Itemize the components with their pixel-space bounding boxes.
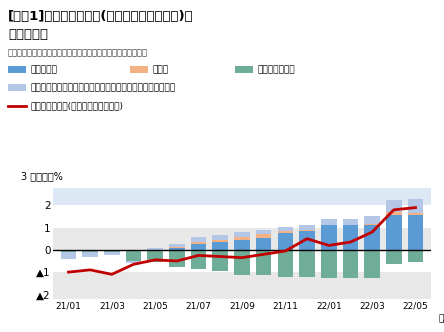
Bar xyxy=(61,250,76,251)
Bar xyxy=(321,219,337,225)
Text: 年/月: 年/月 xyxy=(438,313,444,322)
Bar xyxy=(278,233,293,250)
Bar xyxy=(278,231,293,233)
Bar xyxy=(408,199,423,213)
Bar xyxy=(169,248,185,250)
Bar xyxy=(53,250,431,272)
Bar xyxy=(256,234,271,238)
Bar xyxy=(365,250,380,278)
Bar xyxy=(408,213,423,215)
Bar xyxy=(191,250,206,269)
Bar xyxy=(147,248,163,250)
Bar xyxy=(169,247,185,248)
Bar xyxy=(126,261,141,263)
Text: 寄与度分解: 寄与度分解 xyxy=(8,28,48,41)
Bar xyxy=(408,215,423,250)
Bar xyxy=(386,250,402,264)
Bar xyxy=(53,188,431,206)
Text: 生鮮食品、エネルギー、宿泊料、携帯電話通信料を除く総合: 生鮮食品、エネルギー、宿泊料、携帯電話通信料を除く総合 xyxy=(30,83,175,92)
Text: 宿泊料: 宿泊料 xyxy=(152,65,168,74)
Bar xyxy=(191,244,206,250)
Bar xyxy=(8,84,26,91)
Bar xyxy=(343,250,358,278)
Bar xyxy=(126,251,141,261)
Text: 3 前年比、%: 3 前年比、% xyxy=(21,171,63,181)
Bar xyxy=(256,250,271,276)
Bar xyxy=(191,242,206,244)
Bar xyxy=(234,240,250,250)
Bar xyxy=(234,236,250,240)
Bar xyxy=(343,225,358,250)
Bar xyxy=(321,225,337,250)
Bar xyxy=(299,225,315,230)
Bar xyxy=(53,228,431,250)
Bar xyxy=(191,236,206,242)
Text: 消費者物価指数(生鮮食品を除く総合): 消費者物価指数(生鮮食品を除く総合) xyxy=(30,101,123,110)
Bar xyxy=(147,250,163,262)
Bar xyxy=(53,294,431,299)
Bar xyxy=(365,225,380,250)
Text: [図表1]消費者物価指数(生鮮食品を除く総合)の: [図表1]消費者物価指数(生鮮食品を除く総合)の xyxy=(8,10,194,23)
Bar xyxy=(61,252,76,259)
Bar xyxy=(234,232,250,236)
Bar xyxy=(82,251,98,252)
Bar xyxy=(299,231,315,250)
Bar xyxy=(299,230,315,231)
Bar xyxy=(8,66,26,73)
Bar xyxy=(169,244,185,247)
Bar xyxy=(278,250,293,277)
Bar xyxy=(343,219,358,225)
Bar xyxy=(53,206,431,228)
Bar xyxy=(278,226,293,231)
Bar xyxy=(213,235,228,240)
Text: 出所：総務省「消費者物価指数」よりニッセイ基礎研究所作成: 出所：総務省「消費者物価指数」よりニッセイ基礎研究所作成 xyxy=(8,48,148,57)
Bar xyxy=(104,252,119,255)
Bar xyxy=(82,252,98,257)
Bar xyxy=(386,200,402,212)
Bar xyxy=(82,250,98,251)
Bar xyxy=(169,250,185,267)
Bar xyxy=(213,240,228,242)
Text: エネルギー: エネルギー xyxy=(30,65,57,74)
Bar xyxy=(53,272,431,294)
Bar xyxy=(365,224,380,225)
Bar xyxy=(130,66,148,73)
Bar xyxy=(299,250,315,277)
Bar xyxy=(256,230,271,234)
Bar xyxy=(213,242,228,250)
Bar xyxy=(321,250,337,278)
Bar xyxy=(365,216,380,224)
Bar xyxy=(213,250,228,271)
Bar xyxy=(104,251,119,252)
Bar xyxy=(61,251,76,252)
Bar xyxy=(256,238,271,250)
Text: 携帯電話通信料: 携帯電話通信料 xyxy=(257,65,295,74)
Bar xyxy=(104,250,119,251)
Bar xyxy=(126,250,141,251)
Bar xyxy=(386,215,402,250)
Bar xyxy=(234,250,250,276)
Bar xyxy=(386,212,402,215)
Bar xyxy=(235,66,253,73)
Bar xyxy=(408,250,423,262)
